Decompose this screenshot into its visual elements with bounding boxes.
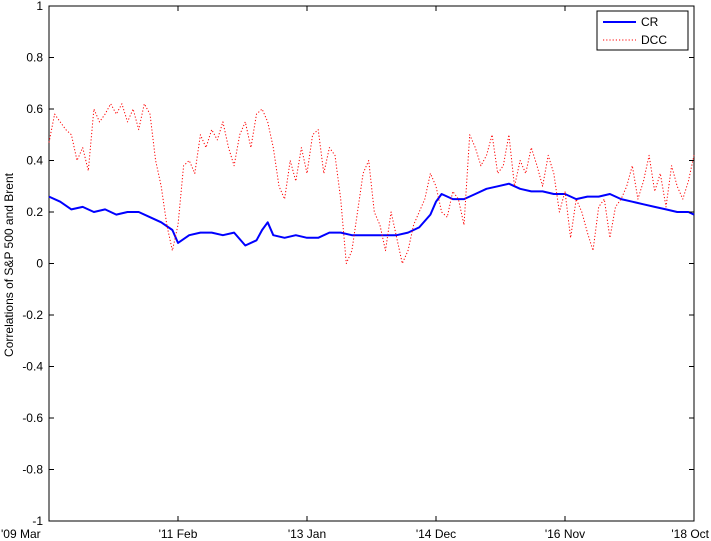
- y-tick-label: 0.2: [26, 205, 43, 219]
- legend-label-cr: CR: [641, 15, 659, 29]
- x-tick-label: '09 Mar: [1, 527, 41, 541]
- y-tick-label: -0.2: [22, 308, 43, 322]
- legend: CR DCC: [596, 10, 689, 51]
- x-tick-label: '13 Jan: [288, 527, 326, 541]
- series-layer: [48, 103, 695, 264]
- legend-label-dcc: DCC: [641, 33, 667, 47]
- y-axis-label: Correlations of S&P 500 and Brent: [2, 172, 16, 357]
- x-tick-label: '18 Oct: [671, 527, 709, 541]
- legend-box: [596, 10, 689, 51]
- x-tick-label: '14 Dec: [416, 527, 456, 541]
- series-cr-line: [48, 182, 695, 247]
- y-tick-label: 1: [36, 0, 43, 13]
- plot-area: [48, 5, 695, 522]
- y-tick-label: -0.4: [22, 360, 43, 374]
- y-tick-label: 0.4: [26, 154, 43, 168]
- x-tick-label: '11 Feb: [159, 527, 198, 541]
- x-tick-label: '16 Nov: [545, 527, 585, 541]
- y-tick-label: -0.6: [22, 411, 43, 425]
- y-tick-label: 0.6: [26, 102, 43, 116]
- y-tick-label: -0.8: [22, 463, 43, 477]
- series-dcc-line: [48, 103, 695, 264]
- plot-frame: [48, 5, 695, 522]
- y-tick-label: 0.8: [26, 51, 43, 65]
- y-tick-label: 0: [36, 257, 43, 271]
- y-tick-label: -1: [32, 514, 43, 528]
